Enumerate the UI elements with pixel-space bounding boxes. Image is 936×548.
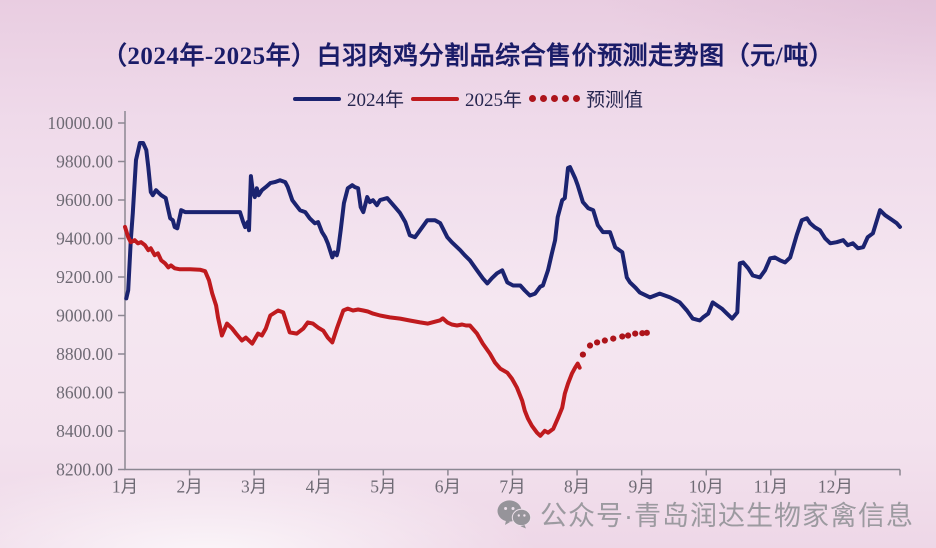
forecast-dot bbox=[601, 337, 608, 344]
chart-title: （2024年-2025年）白羽肉鸡分割品综合售价预测走势图（元/吨） bbox=[101, 43, 835, 70]
legend-item-2024: 2024年 bbox=[292, 85, 404, 112]
x-tick-label: 10月 bbox=[689, 477, 724, 497]
y-tick-label: 8800.00 bbox=[56, 344, 113, 364]
legend-forecast-dots-swatch bbox=[529, 95, 580, 102]
x-tick-label: 1月 bbox=[112, 477, 138, 497]
forecast-dot bbox=[594, 339, 601, 346]
y-tick-label: 8200.00 bbox=[56, 460, 113, 480]
x-tick-label: 12月 bbox=[818, 477, 853, 497]
legend-forecast-label: 预测值 bbox=[586, 90, 644, 111]
x-tick-label: 11月 bbox=[754, 477, 788, 497]
legend-2024-label: 2024年 bbox=[346, 90, 404, 111]
y-tick-label: 8400.00 bbox=[56, 421, 113, 441]
x-tick-label: 2月 bbox=[176, 477, 202, 497]
legend-2024-line-swatch bbox=[292, 96, 341, 101]
y-tick-label: 9000.00 bbox=[56, 306, 113, 326]
forecast-dot bbox=[619, 333, 626, 340]
x-tick-label: 3月 bbox=[241, 477, 267, 497]
forecast-dot bbox=[586, 342, 594, 349]
x-tick-label: 6月 bbox=[435, 477, 461, 497]
chart-legend: 2024年 2025年 预测值 bbox=[0, 85, 936, 112]
x-tick-label: 7月 bbox=[499, 477, 525, 497]
x-tick-label: 4月 bbox=[306, 477, 332, 497]
y-tick-label: 10000.00 bbox=[47, 113, 113, 133]
legend-item-2025: 2025年 bbox=[410, 85, 522, 112]
y-tick-label: 8600.00 bbox=[56, 383, 113, 403]
forecast-dot bbox=[610, 335, 617, 342]
series-line-2025年 bbox=[123, 224, 582, 438]
y-tick-label: 9200.00 bbox=[56, 267, 113, 287]
x-tick-label: 8月 bbox=[564, 477, 590, 497]
legend-2025-label: 2025年 bbox=[464, 90, 522, 111]
forecast-dot bbox=[639, 330, 646, 337]
series-line-2024年 bbox=[124, 141, 902, 323]
forecast-dot bbox=[579, 351, 586, 358]
y-tick-label: 9400.00 bbox=[56, 229, 113, 249]
forecast-dot bbox=[632, 330, 639, 337]
forecast-dot bbox=[643, 329, 650, 336]
axes bbox=[124, 111, 900, 471]
legend-2025-line-swatch bbox=[410, 96, 459, 101]
legend-item-forecast: 预测值 bbox=[529, 85, 643, 112]
forecast-dot bbox=[625, 332, 632, 339]
y-tick-label: 9600.00 bbox=[56, 190, 113, 210]
y-tick-label: 9800.00 bbox=[56, 152, 113, 172]
x-tick-label: 5月 bbox=[370, 477, 396, 497]
x-tick-label: 9月 bbox=[629, 477, 655, 497]
